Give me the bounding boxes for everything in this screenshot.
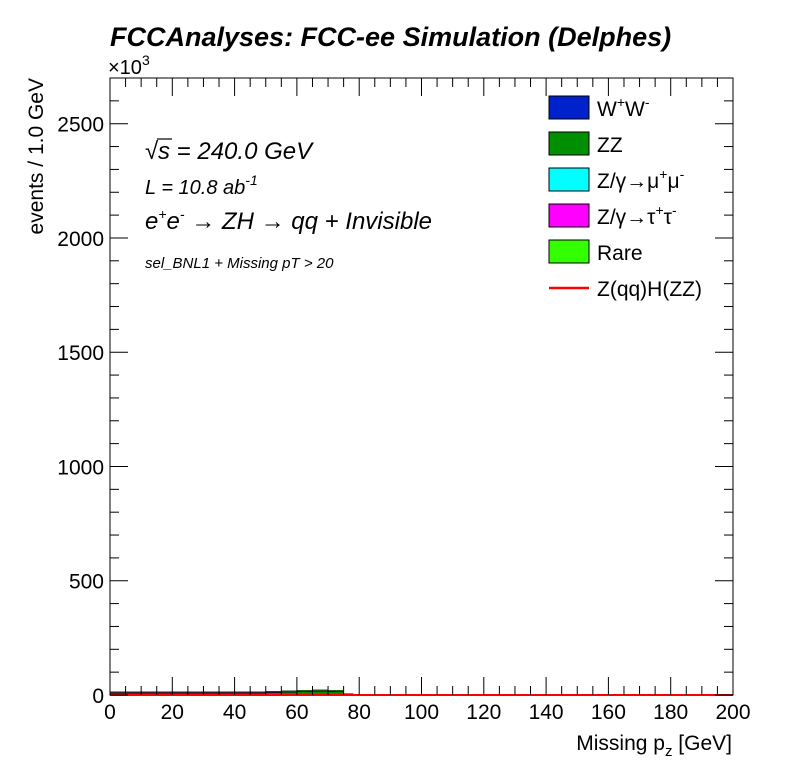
process-arrow1: → ZH xyxy=(185,208,261,235)
y-axis-label: events / 1.0 GeV xyxy=(25,78,48,234)
x-tick-label: 40 xyxy=(223,701,246,724)
axis-ticks xyxy=(109,77,734,696)
legend-swatch-rare xyxy=(548,239,590,264)
legend-text-part: W xyxy=(625,98,645,121)
legend-text-part: τ xyxy=(664,206,673,229)
legend-label-zz: ZZ xyxy=(597,134,623,157)
process-e2-sup: - xyxy=(180,206,185,222)
legend-swatch-zmumu xyxy=(548,167,590,192)
bar-rare-6 xyxy=(281,690,298,692)
y-axis-multiplier: ×103 xyxy=(108,52,150,79)
energy-annotation: √ s = 240.0 GeV xyxy=(145,138,314,165)
legend-text-part: Rare xyxy=(597,242,643,265)
process-e2: e xyxy=(167,208,180,235)
legend-entry-ww: W+W- xyxy=(548,94,650,121)
legend-entry-rare: Rare xyxy=(548,239,643,265)
legend-text-part: + xyxy=(659,166,667,182)
legend-text-part: ZZ xyxy=(597,134,623,157)
x-axis-label: Missing pz [GeV] xyxy=(576,732,732,760)
x-tick-label: 100 xyxy=(404,701,439,724)
legend-text-part: + xyxy=(617,94,625,110)
legend-text-part: W xyxy=(597,98,617,121)
chart-title: FCCAnalyses: FCC-ee Simulation (Delphes) xyxy=(110,22,671,52)
bar-rare-9 xyxy=(327,690,344,692)
y-tick-label: 0 xyxy=(92,685,104,708)
x-tick-labels: 0 20 40 60 80 100 120 140 160 180 200 xyxy=(104,701,750,724)
x-tick-label: 140 xyxy=(529,701,564,724)
sqrt-symbol: √ xyxy=(145,138,159,165)
legend-label-ztautau: Z/γ→τ+τ- xyxy=(597,202,677,229)
legend-swatch-ww xyxy=(548,95,590,120)
legend-swatch-zz xyxy=(548,131,590,156)
bar-rare-8 xyxy=(312,689,329,691)
multiplier-prefix: ×10 xyxy=(108,57,142,79)
y-tick-label: 1500 xyxy=(57,342,104,365)
y-tick-label: 2500 xyxy=(57,114,104,137)
legend-text-part: μ xyxy=(667,170,679,193)
legend-text-part: + xyxy=(655,202,663,218)
process-label: e+e- → ZH → qq + Invisible xyxy=(145,206,432,235)
x-axis-label-sub: z xyxy=(665,743,673,760)
legend-swatch-ztautau xyxy=(548,203,590,228)
legend-entry-signal: Z(qq)H(ZZ) xyxy=(549,278,702,301)
bar-rare-7 xyxy=(296,690,313,692)
legend-text-part: Z/γ→μ xyxy=(597,170,659,193)
legend-text-part: Z(qq)H(ZZ) xyxy=(597,278,702,301)
process-arrow2: → qq + Invisible xyxy=(261,208,432,235)
energy-rest: = 240.0 GeV xyxy=(170,138,314,165)
x-tick-label: 0 xyxy=(104,701,116,724)
legend-text-part: - xyxy=(680,166,685,182)
lumi-prefix: L = 10.8 ab xyxy=(145,177,245,199)
process-e1-sup: + xyxy=(158,206,166,222)
energy-s: s xyxy=(158,138,170,165)
y-tick-label: 500 xyxy=(69,571,104,594)
legend-entry-zmumu: Z/γ→μ+μ- xyxy=(548,166,685,193)
x-tick-label: 160 xyxy=(591,701,626,724)
legend-label-zmumu: Z/γ→μ+μ- xyxy=(597,166,685,193)
legend-entry-zz: ZZ xyxy=(548,131,623,157)
legend-text-part: - xyxy=(672,202,677,218)
luminosity-label: L = 10.8 ab-1 xyxy=(145,172,258,199)
legend-label-ww: W+W- xyxy=(597,94,650,121)
y-tick-label: 2000 xyxy=(57,228,104,251)
legend-label-signal: Z(qq)H(ZZ) xyxy=(597,278,702,301)
x-axis-label-unit: [GeV] xyxy=(672,732,732,755)
energy-label: s = 240.0 GeV xyxy=(158,138,314,165)
x-tick-label: 20 xyxy=(161,701,184,724)
legend-text-part: - xyxy=(645,94,650,110)
process-e1: e xyxy=(145,208,158,235)
legend-entry-ztautau: Z/γ→τ+τ- xyxy=(548,202,677,229)
multiplier-exponent: 3 xyxy=(142,52,150,68)
selection-label: sel_BNL1 + Missing pT > 20 xyxy=(145,255,334,272)
x-tick-label: 80 xyxy=(348,701,371,724)
x-tick-label: 200 xyxy=(715,701,750,724)
x-tick-label: 60 xyxy=(285,701,308,724)
y-tick-label: 1000 xyxy=(57,456,104,479)
x-tick-label: 120 xyxy=(466,701,501,724)
bar-rare-5 xyxy=(265,691,282,693)
y-tick-labels: 0 500 1000 1500 2000 2500 xyxy=(57,114,104,708)
x-tick-label: 180 xyxy=(653,701,688,724)
lumi-exp: -1 xyxy=(245,172,257,188)
legend-text-part: Z/γ→τ xyxy=(597,206,656,229)
x-axis-label-main: Missing p xyxy=(576,732,665,755)
legend-label-rare: Rare xyxy=(597,242,643,265)
